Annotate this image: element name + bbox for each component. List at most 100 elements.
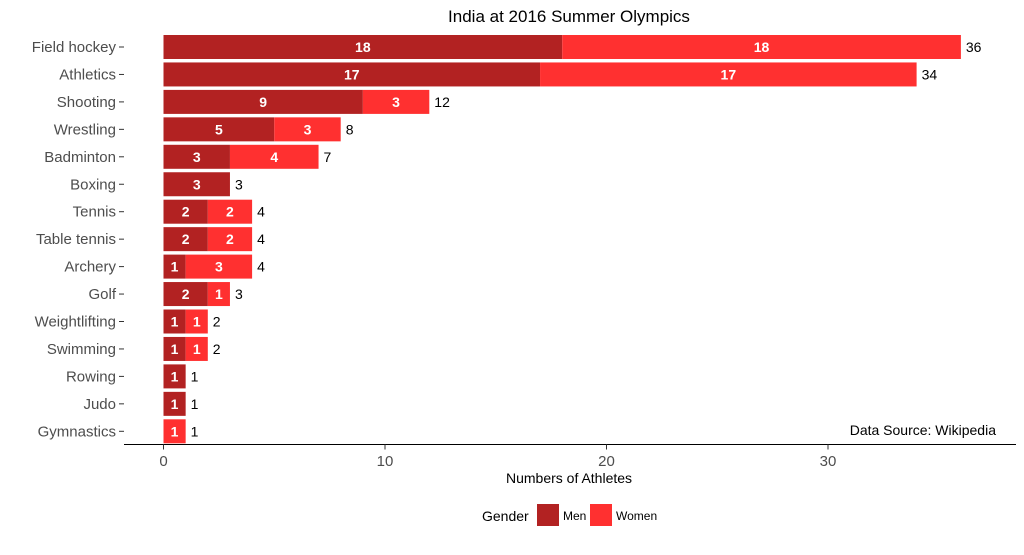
total-label-golf: 3 (235, 286, 243, 302)
legend: Gender Men Women (482, 504, 657, 526)
bar-value-swimming-men: 1 (171, 341, 179, 357)
bar-boxing-men (163, 172, 230, 197)
total-label-athletics: 34 (922, 66, 938, 82)
bar-value-weightlifting-men: 1 (171, 314, 179, 330)
bar-gymnastics-women (163, 419, 186, 444)
bar-shooting-men (163, 89, 363, 114)
bar-rowing-men (163, 364, 186, 389)
bar-value-judo-men: 1 (171, 396, 179, 412)
category-label-boxing: Boxing (70, 176, 116, 193)
category-label-archery: Archery (64, 259, 116, 276)
bar-wrestling-men (163, 117, 275, 142)
category-label-gymnastics: Gymnastics (38, 423, 116, 440)
x-axis-title: Numbers of Athletes (506, 470, 632, 486)
category-label-golf: Golf (88, 286, 116, 303)
x-tick-label-0: 0 (159, 453, 167, 470)
bar-value-tennis-women: 2 (226, 204, 234, 220)
bar-value-tennis-men: 2 (182, 204, 190, 220)
category-label-field-hockey: Field hockey (32, 39, 117, 56)
category-label-rowing: Rowing (66, 368, 116, 385)
bar-weightlifting-women (185, 309, 208, 334)
category-label-table-tennis: Table tennis (36, 231, 116, 248)
bar-value-badminton-men: 3 (193, 149, 201, 165)
bar-value-golf-men: 2 (182, 286, 190, 302)
bar-wrestling-women (274, 117, 341, 142)
bar-shooting-women (362, 89, 430, 114)
bar-archery-men (163, 254, 186, 279)
bar-value-archery-women: 3 (215, 259, 223, 275)
bar-badminton-women (229, 144, 319, 169)
bar-value-wrestling-women: 3 (304, 121, 312, 137)
bar-value-boxing-men: 3 (193, 176, 201, 192)
bar-golf-women (207, 282, 230, 307)
bar-tennis-men (163, 199, 208, 224)
bar-value-badminton-women: 4 (270, 149, 278, 165)
bar-weightlifting-men (163, 309, 186, 334)
data-source-annotation: Data Source: Wikipedia (850, 422, 997, 438)
total-label-archery: 4 (257, 259, 265, 275)
bar-field-hockey-men (163, 35, 563, 59)
category-labels: Field hockey Athletics Shooting Wrestling Ba… (32, 39, 124, 440)
bar-badminton-men (163, 144, 230, 169)
category-label-athletics: Athletics (59, 66, 116, 83)
category-label-weightlifting: Weightlifting (35, 314, 116, 331)
bar-athletics-women (540, 62, 917, 87)
bar-judo-men (163, 391, 186, 416)
x-tick-label-30: 30 (820, 453, 837, 470)
chart-title: India at 2016 Summer Olympics (448, 7, 690, 26)
bar-value-wrestling-men: 5 (215, 121, 223, 137)
bar-golf-men (163, 282, 208, 307)
bar-value-shooting-men: 9 (259, 94, 267, 110)
bar-value-gymnastics-women: 1 (171, 423, 179, 439)
category-label-judo: Judo (83, 396, 116, 413)
total-label-wrestling: 8 (346, 121, 354, 137)
legend-label-men: Men (563, 509, 586, 523)
legend-swatch-men (537, 504, 559, 526)
total-label-table-tennis: 4 (257, 231, 265, 247)
total-label-shooting: 12 (434, 94, 450, 110)
bar-value-rowing-men: 1 (171, 368, 179, 384)
bar-swimming-men (163, 336, 186, 361)
legend-label-women: Women (616, 509, 657, 523)
x-tick-label-20: 20 (598, 453, 615, 470)
x-axis: 0 10 20 30 (124, 444, 1016, 470)
category-label-badminton: Badminton (44, 149, 116, 166)
bar-archery-women (185, 254, 253, 279)
legend-swatch-women (590, 504, 612, 526)
bar-value-table-tennis-women: 2 (226, 231, 234, 247)
bar-table-tennis-women (207, 227, 253, 252)
bar-value-swimming-women: 1 (193, 341, 201, 357)
category-label-shooting: Shooting (57, 94, 116, 111)
bar-value-shooting-women: 3 (392, 94, 400, 110)
total-label-field-hockey: 36 (966, 39, 982, 55)
bar-value-weightlifting-women: 1 (193, 314, 201, 330)
total-label-swimming: 2 (213, 341, 221, 357)
x-tick-label-10: 10 (377, 453, 394, 470)
bar-field-hockey-women (562, 35, 961, 59)
bar-value-athletics-women: 17 (721, 66, 737, 82)
bar-athletics-men (163, 62, 541, 87)
bar-value-table-tennis-men: 2 (182, 231, 190, 247)
total-label-judo: 1 (191, 396, 199, 412)
total-label-weightlifting: 2 (213, 314, 221, 330)
legend-title: Gender (482, 508, 529, 524)
bar-value-golf-women: 1 (215, 286, 223, 302)
bar-value-athletics-men: 17 (344, 66, 360, 82)
total-label-rowing: 1 (191, 368, 199, 384)
total-label-gymnastics: 1 (191, 423, 199, 439)
bar-table-tennis-men (163, 227, 208, 252)
bar-swimming-women (185, 336, 208, 361)
bar-value-archery-men: 1 (171, 259, 179, 275)
bar-tennis-women (207, 199, 253, 224)
category-label-swimming: Swimming (47, 341, 116, 358)
total-label-tennis: 4 (257, 204, 265, 220)
category-label-tennis: Tennis (73, 204, 116, 221)
total-label-boxing: 3 (235, 176, 243, 192)
bar-value-field-hockey-women: 18 (754, 39, 770, 55)
category-label-wrestling: Wrestling (54, 121, 116, 138)
bar-value-field-hockey-men: 18 (355, 39, 371, 55)
total-label-badminton: 7 (324, 149, 332, 165)
